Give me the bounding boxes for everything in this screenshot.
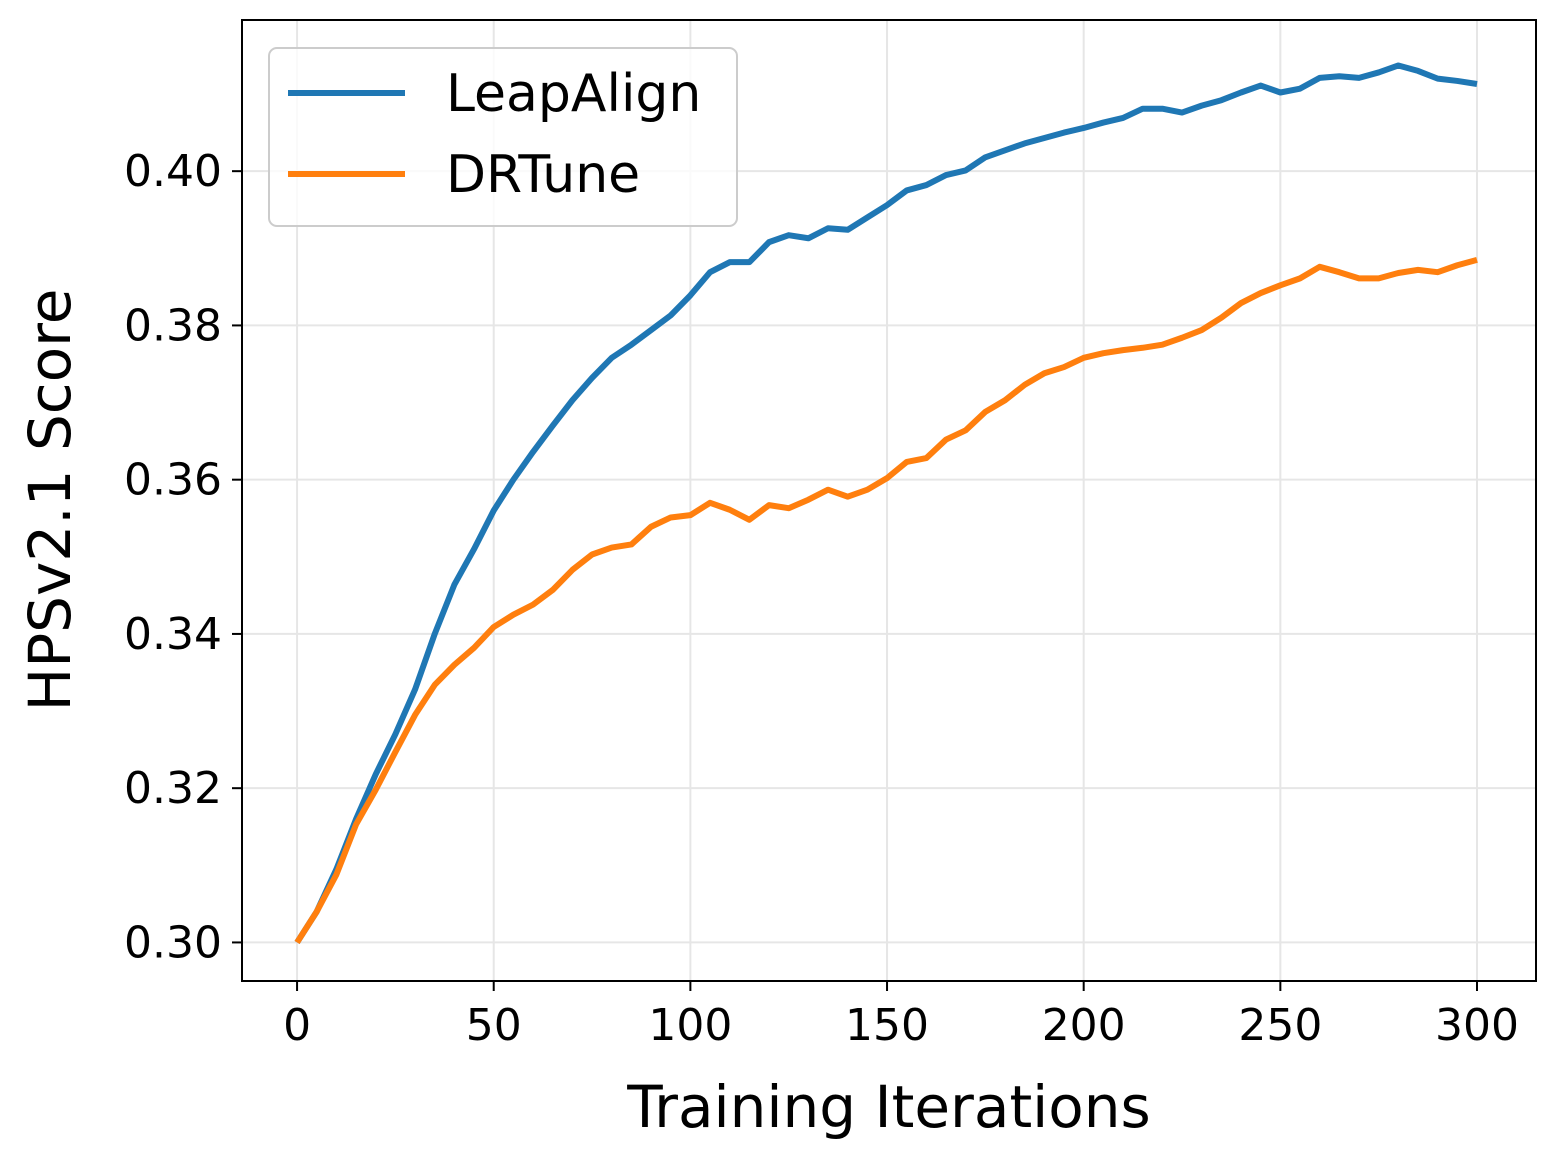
x-axis-label: Training Iterations (626, 1073, 1151, 1141)
series-line-drtune (294, 256, 1478, 945)
y-tick-label: 0.40 (124, 146, 222, 197)
x-tick-label: 100 (648, 1000, 732, 1051)
y-tick-label: 0.34 (124, 609, 222, 660)
legend: LeapAlign DRTune (268, 47, 738, 227)
series-lines (294, 62, 1478, 945)
x-tick-label: 50 (466, 1000, 522, 1051)
x-tick-label: 0 (283, 1000, 311, 1051)
y-tick-label: 0.30 (124, 917, 222, 968)
plot-frame (241, 19, 1537, 982)
y-tick-label: 0.38 (124, 300, 222, 351)
y-axis-label: HPSv2.1 Score (16, 289, 84, 712)
y-tick-label: 0.36 (124, 455, 222, 506)
ticks: 0 50 100 150 200 250 300 0.30 0.32 0.34 0.36 0.38 0.… (124, 146, 1519, 1051)
y-tick-label: 0.32 (124, 763, 222, 814)
series-line-leapalign (294, 62, 1478, 945)
legend-label-leapalign: LeapAlign (446, 64, 701, 124)
x-tick-label: 150 (845, 1000, 929, 1051)
x-tick-label: 300 (1435, 1000, 1519, 1051)
x-tick-label: 200 (1042, 1000, 1126, 1051)
legend-label-drtune: DRTune (446, 145, 640, 205)
x-tick-label: 250 (1238, 1000, 1322, 1051)
